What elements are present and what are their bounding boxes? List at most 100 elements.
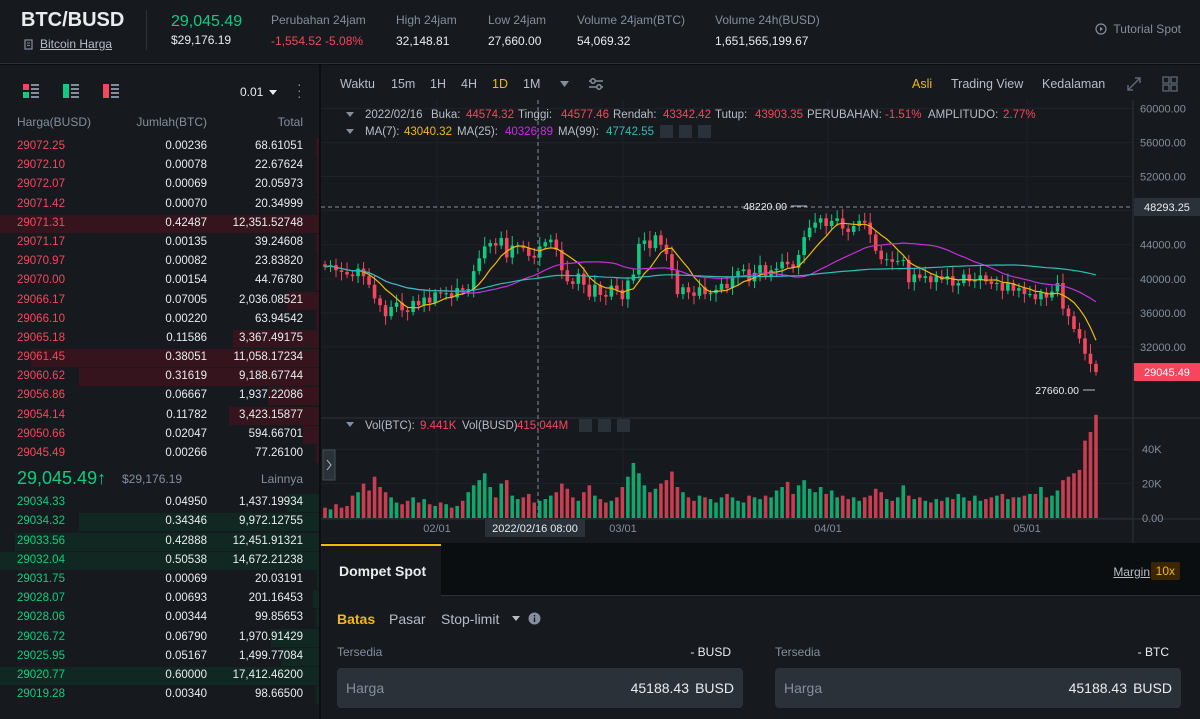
- orderbook-row[interactable]: 29019.28 0.00340 98.66500: [0, 685, 319, 705]
- orderbook-row[interactable]: 29056.86 0.06667 1,937.22086: [0, 386, 319, 406]
- orderbook-row[interactable]: 29028.07 0.00693 201.16453: [0, 589, 319, 609]
- mid-price-row[interactable]: 29,045.49↑ $29,176.19 Lainnya: [0, 463, 319, 493]
- orderbook-row[interactable]: 29071.17 0.00135 39.24608: [0, 233, 319, 252]
- candle-body: [901, 260, 906, 262]
- row-amount: 0.06667: [165, 389, 207, 402]
- interval-1h[interactable]: 1H: [430, 77, 446, 91]
- candle-body: [697, 287, 702, 296]
- orderbook-row[interactable]: 29045.49 0.00266 77.26100: [0, 444, 319, 463]
- eye-icon: [579, 419, 592, 432]
- orderbook-row[interactable]: 29033.56 0.42888 12,451.91321: [0, 532, 319, 551]
- volume-bar: [664, 480, 669, 518]
- sell-price-input[interactable]: Harga 45188.43 BUSD: [775, 668, 1181, 708]
- caret-down-icon[interactable]: [512, 616, 520, 621]
- book-asks-icon[interactable]: [103, 83, 119, 99]
- orderbook-row[interactable]: 29072.07 0.00069 20.05973: [0, 175, 319, 195]
- orderbook-row[interactable]: 29061.45 0.38051 11,058.17234: [0, 348, 319, 368]
- orderbook-row[interactable]: 29066.10 0.00220 63.94542: [0, 310, 319, 329]
- vol-btc-label: Vol(BTC):: [365, 420, 415, 432]
- volume-bar: [471, 485, 476, 518]
- tab-market[interactable]: Pasar: [389, 611, 426, 627]
- orderbook-row[interactable]: 29060.62 0.31619 9,188.67744: [0, 367, 319, 387]
- tab-spot-wallet[interactable]: Dompet Spot: [321, 544, 441, 596]
- orderbook-row[interactable]: 29050.66 0.02047 594.66701: [0, 425, 319, 444]
- volume-bar: [1044, 497, 1049, 518]
- precision-select[interactable]: 0.01: [240, 85, 278, 99]
- interval-dropdown-icon[interactable]: [560, 81, 569, 87]
- orderbook-row[interactable]: 29034.32 0.34346 9,972.12755: [0, 512, 319, 532]
- candle-body: [708, 293, 713, 295]
- ma25-value: 40326.89: [505, 126, 553, 138]
- settings-sliders-icon[interactable]: [588, 77, 604, 91]
- orderbook-row[interactable]: 29028.06 0.00344 99.85653: [0, 608, 319, 628]
- toolbar-time[interactable]: Waktu: [340, 77, 375, 91]
- row-price: 29066.17: [17, 293, 65, 306]
- row-total: 22.67624: [255, 159, 303, 172]
- orderbook-row[interactable]: 29072.10 0.00078 22.67624: [0, 156, 319, 176]
- buy-price-input[interactable]: Harga 45188.43 BUSD: [337, 668, 743, 708]
- more-link[interactable]: Lainnya: [260, 472, 303, 487]
- candle-body: [504, 237, 509, 258]
- volume-bar: [835, 497, 839, 518]
- field-value: 45188.43: [630, 680, 689, 696]
- orderbook-row[interactable]: 29054.14 0.11782 3,423.15877: [0, 406, 319, 425]
- orderbook-row[interactable]: 29034.33 0.04950 1,437.19934: [0, 493, 319, 513]
- candle-body: [383, 305, 388, 317]
- orderbook-row[interactable]: 29025.95 0.05167 1,499.77084: [0, 647, 319, 666]
- interval-4h[interactable]: 4H: [461, 77, 477, 91]
- volume-bar: [444, 504, 448, 518]
- candle-body: [791, 264, 795, 268]
- row-total: 98.66500: [255, 688, 303, 701]
- candle-body: [884, 259, 889, 261]
- orderbook-row[interactable]: 29020.77 0.60000 17,412.46200: [0, 666, 319, 685]
- volume-bar: [449, 507, 454, 518]
- candle-body: [967, 274, 972, 282]
- volume-bar: [714, 502, 718, 518]
- expand-icon[interactable]: [1127, 77, 1141, 91]
- tutorial-link[interactable]: Tutorial Spot: [1095, 22, 1181, 36]
- orderbook-row[interactable]: 29070.00 0.00154 44.76780: [0, 271, 319, 291]
- margin-link[interactable]: Margin: [1113, 565, 1150, 579]
- volume-bar: [791, 493, 795, 518]
- orderbook-row[interactable]: 29071.42 0.00070 20.34999: [0, 195, 319, 214]
- interval-1d[interactable]: 1D: [492, 77, 508, 91]
- book-bids-icon[interactable]: [63, 83, 79, 99]
- pair-info-link[interactable]: Bitcoin Harga: [24, 37, 112, 51]
- orderbook-row[interactable]: 29065.18 0.11586 3,367.49175: [0, 329, 319, 348]
- volume-bar: [648, 492, 652, 518]
- volume-bar: [868, 495, 872, 518]
- row-total: 20.05973: [255, 178, 303, 191]
- candlestick-chart[interactable]: 60000.0056000.0052000.0048000.0044000.00…: [321, 100, 1200, 543]
- grid-layout-icon[interactable]: [1162, 76, 1178, 92]
- orderbook-row[interactable]: 29072.25 0.00236 68.61051: [0, 137, 319, 156]
- orderbook-row[interactable]: 29032.04 0.50538 14,672.21238: [0, 551, 319, 570]
- info-icon[interactable]: [528, 612, 541, 625]
- more-vertical-icon[interactable]: · · ·: [297, 76, 302, 104]
- book-both-icon[interactable]: [23, 83, 39, 99]
- volume-bar: [1066, 476, 1071, 518]
- x-tick-label: 03/01: [609, 523, 637, 535]
- row-total: 63.94542: [255, 312, 303, 325]
- candle-body: [642, 240, 647, 244]
- tab-limit[interactable]: Batas: [337, 611, 376, 627]
- candle-body: [1028, 294, 1032, 296]
- candle-body: [692, 292, 696, 296]
- volume-bar: [587, 485, 592, 518]
- candle-body: [851, 226, 856, 232]
- tab-stop-limit[interactable]: Stop-limit: [441, 611, 500, 627]
- view-depth[interactable]: Kedalaman: [1042, 77, 1106, 91]
- orderbook-row[interactable]: 29026.72 0.06790 1,970.91429: [0, 628, 319, 647]
- volume-bar: [912, 499, 917, 518]
- interval-15m[interactable]: 15m: [391, 77, 416, 91]
- ma99-line: [324, 264, 1097, 292]
- view-tradingview[interactable]: Trading View: [951, 77, 1024, 91]
- interval-1m[interactable]: 1M: [523, 77, 541, 91]
- orderbook-row[interactable]: 29071.31 0.42487 12,351.52748: [0, 214, 319, 233]
- orderbook-row[interactable]: 29070.97 0.00082 23.83820: [0, 252, 319, 272]
- view-original[interactable]: Asli: [912, 77, 933, 91]
- row-amount: 0.00135: [165, 235, 207, 248]
- volume-bar: [703, 497, 707, 518]
- orderbook-row[interactable]: 29031.75 0.00069 20.03191: [0, 570, 319, 589]
- current-price-bg: [1134, 363, 1200, 382]
- orderbook-row[interactable]: 29066.17 0.07005 2,036.08521: [0, 291, 319, 310]
